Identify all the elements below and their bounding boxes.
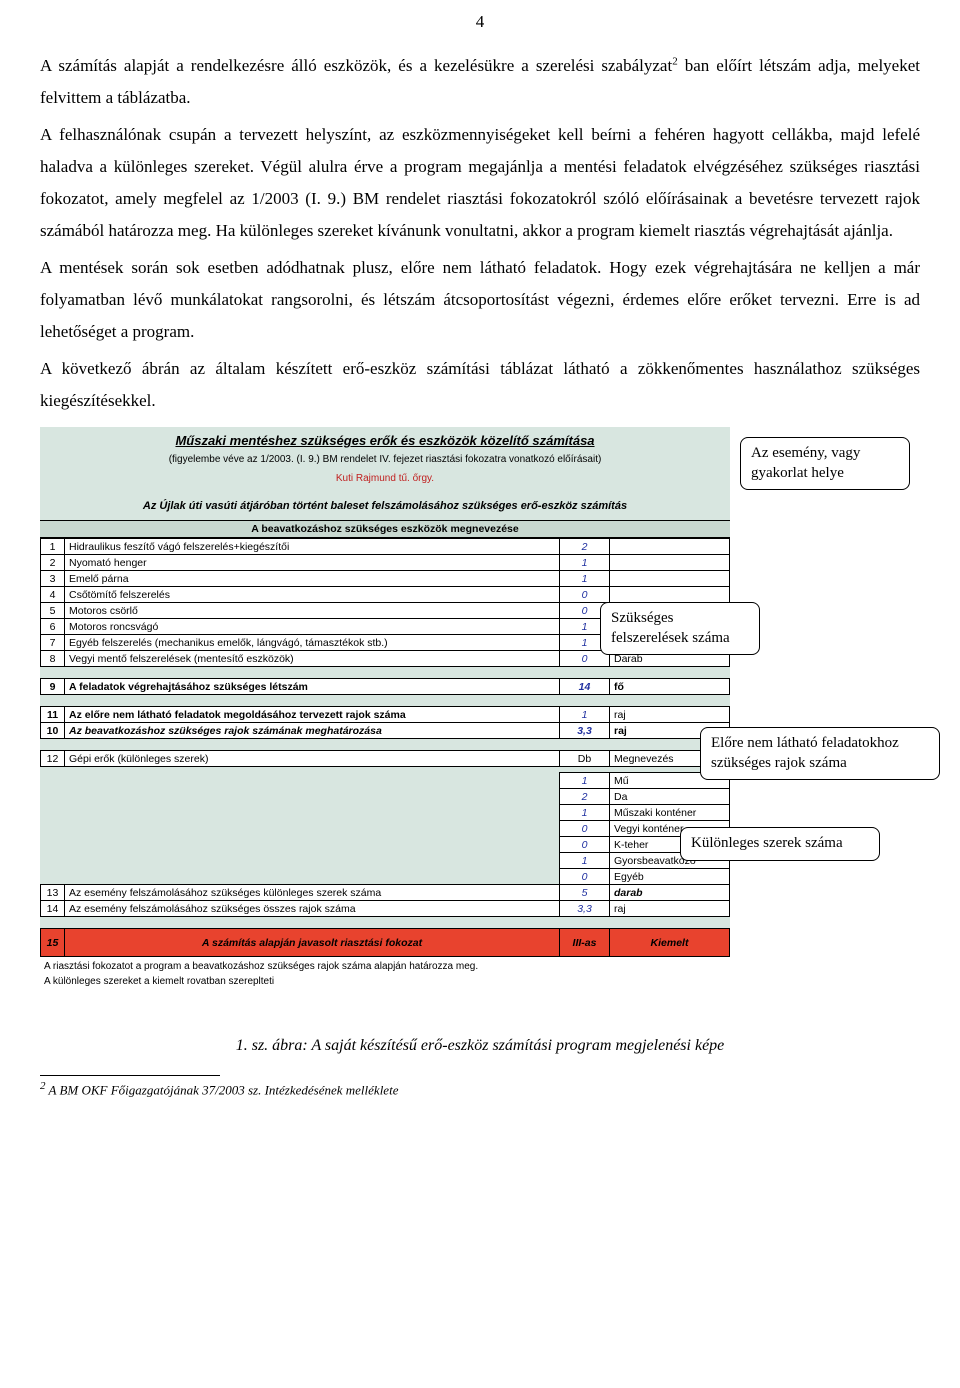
section-1-head: A beavatkozáshoz szükséges eszközök megn… [40,520,730,538]
para-4: A következő ábrán az általam készített e… [40,353,920,418]
special-row: 1Műszaki konténer [41,805,730,821]
spreadsheet: Műszaki mentéshez szükséges erők és eszk… [40,427,730,987]
footnote-body: A BM OKF Főigazgatójának 37/2003 sz. Int… [46,1083,399,1098]
sheet-title: Műszaki mentéshez szükséges erők és eszk… [40,427,730,452]
figure-caption: 1. sz. ábra: A saját készítésű erő-eszkö… [40,1037,920,1055]
sheet-scenario: Az Újlak úti vasúti átjáróban történt ba… [40,492,730,520]
para-2: A felhasználónak csupán a tervezett hely… [40,119,920,248]
row-10: 10Az beavatkozáshoz szükséges rajok szám… [41,723,730,739]
page-number: 4 [40,0,920,50]
row-9: 9A feladatok végrehajtásához szükséges l… [41,679,730,695]
special-row: 1Mű [41,773,730,789]
callout-equipment-count: Szükséges felszerelések száma [600,602,760,655]
para-1a: A számítás alapját a rendelkezésre álló … [40,56,672,75]
row-12: 12Gépi erők (különleges szerek)DbMegneve… [41,751,730,767]
special-row: 0K-teher [41,837,730,853]
sheet-footnote-1: A riasztási fokozatot a program a beavat… [40,957,730,972]
special-row: 1Gyorsbeavatkozó [41,853,730,869]
callout-special-count: Különleges szerek száma [680,827,880,861]
sheet-footnote-2: A különleges szereket a kiemelt rovatban… [40,972,730,987]
para-1: A számítás alapját a rendelkezésre álló … [40,50,920,115]
footnote: 2 A BM OKF Főigazgatójának 37/2003 sz. I… [40,1080,920,1098]
para-3: A mentések során sok esetben adódhatnak … [40,252,920,349]
row-15-alert: 15 A számítás alapján javasolt riasztási… [41,929,730,957]
table-row: 1Hidraulikus feszítő vágó felszerelés+ki… [41,539,730,555]
footnote-rule [40,1075,220,1076]
special-row: 0Egyéb [41,869,730,885]
special-row: 0Vegyi konténer [41,821,730,837]
callout-extra-squads: Előre nem látható feladatokhoz szükséges… [700,727,940,780]
row-13: 13Az esemény felszámolásához szükséges k… [41,885,730,901]
row-14: 14Az esemény felszámolásához szükséges ö… [41,901,730,917]
row-11: 11Az előre nem látható feladatok megoldá… [41,707,730,723]
sheet-author: Kuti Rajmund tű. őrgy. [40,471,730,492]
table-row: 2Nyomató henger1 [41,555,730,571]
special-row: 2Da [41,789,730,805]
table-row: 3Emelő párna1 [41,571,730,587]
spreadsheet-figure: Műszaki mentéshez szükséges erők és eszk… [40,427,920,987]
sheet-subtitle: (figyelembe véve az 1/2003. (I. 9.) BM r… [40,452,730,471]
table-row: 4Csőtömítő felszerelés0 [41,587,730,603]
callout-event-location: Az esemény, vagy gyakorlat helye [740,437,910,490]
equipment-table: 1Hidraulikus feszítő vágó felszerelés+ki… [40,538,730,957]
body-text: A számítás alapját a rendelkezésre álló … [40,50,920,417]
